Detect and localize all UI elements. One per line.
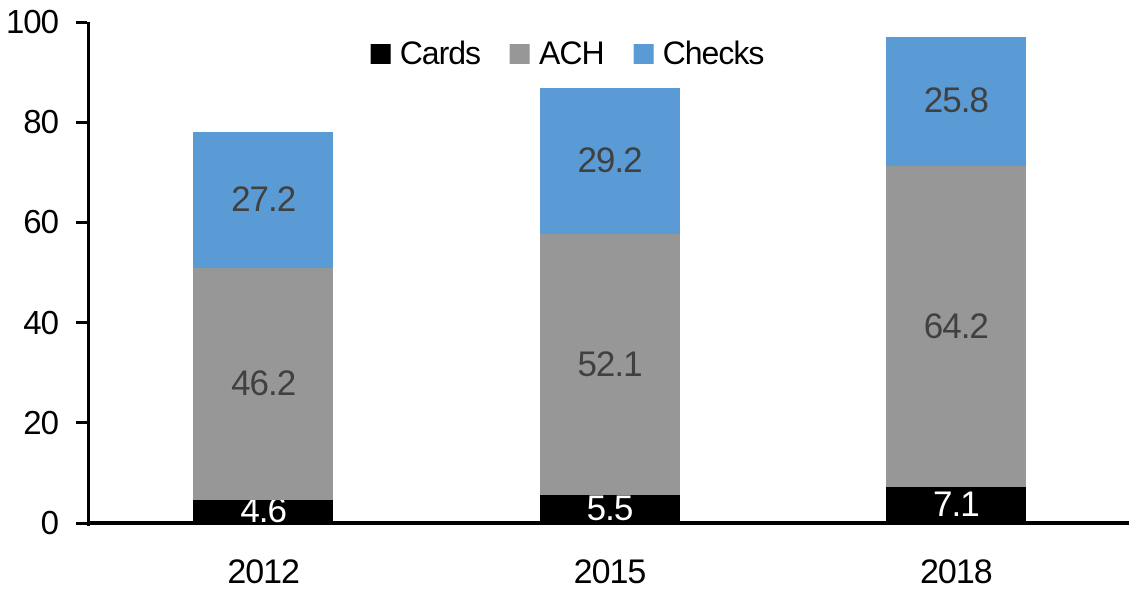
bar-segment-cards-2018: 7.1 xyxy=(885,485,1026,525)
legend-label: Cards xyxy=(399,35,481,71)
y-axis-tick-label: 20 xyxy=(23,403,59,441)
y-axis-tick-label: 40 xyxy=(23,303,59,341)
bar-value-label: 52.1 xyxy=(577,344,642,384)
x-axis-line xyxy=(87,521,1129,525)
y-axis-tick xyxy=(76,120,87,124)
y-axis-tick xyxy=(76,321,87,325)
y-axis-tick xyxy=(76,421,87,425)
bar-segment-checks-2018: 25.8 xyxy=(885,36,1026,166)
x-axis-category-label: 2018 xyxy=(920,553,993,591)
x-axis-category-label: 2012 xyxy=(227,553,300,591)
y-axis-tick-label: 60 xyxy=(23,203,59,241)
y-axis-tick xyxy=(76,20,87,24)
bar-value-label: 27.2 xyxy=(231,180,296,220)
bar-value-label: 7.1 xyxy=(933,485,980,525)
bar-segment-ach-2018: 64.2 xyxy=(885,165,1026,488)
bar-segment-checks-2012: 27.2 xyxy=(193,132,334,269)
legend-swatch-ach-icon xyxy=(510,43,531,64)
legend-item-cards: Cards xyxy=(370,35,481,72)
legend-label: Checks xyxy=(662,35,765,71)
y-axis-tick xyxy=(76,220,87,224)
bar-segment-cards-2012: 4.6 xyxy=(193,491,334,530)
bar-value-label: 46.2 xyxy=(231,364,296,404)
bar-segment-cards-2015: 5.5 xyxy=(539,489,680,528)
y-axis-tick xyxy=(76,521,87,525)
legend-item-checks: Checks xyxy=(633,35,765,72)
y-axis-tick-label: 0 xyxy=(40,504,59,541)
legend-item-ach: ACH xyxy=(510,35,605,72)
legend-swatch-cards-icon xyxy=(370,43,391,64)
bar-value-label: 64.2 xyxy=(923,306,989,346)
legend-label: ACH xyxy=(539,35,605,71)
bar-segment-ach-2012: 46.2 xyxy=(193,268,334,500)
chart-legend: Cards ACH Checks xyxy=(370,35,765,72)
bar-value-label: 5.5 xyxy=(586,489,634,529)
bar-value-label: 25.8 xyxy=(923,81,989,121)
y-axis-tick-label: 80 xyxy=(23,103,59,141)
y-axis-line xyxy=(87,22,90,526)
bar-value-label: 29.2 xyxy=(577,141,642,181)
legend-swatch-checks-icon xyxy=(633,43,654,64)
y-axis-tick-label: 100 xyxy=(5,3,59,40)
x-axis-category-label: 2015 xyxy=(573,553,647,591)
bar-segment-ach-2015: 52.1 xyxy=(539,234,680,496)
bar-segment-checks-2015: 29.2 xyxy=(539,88,680,235)
